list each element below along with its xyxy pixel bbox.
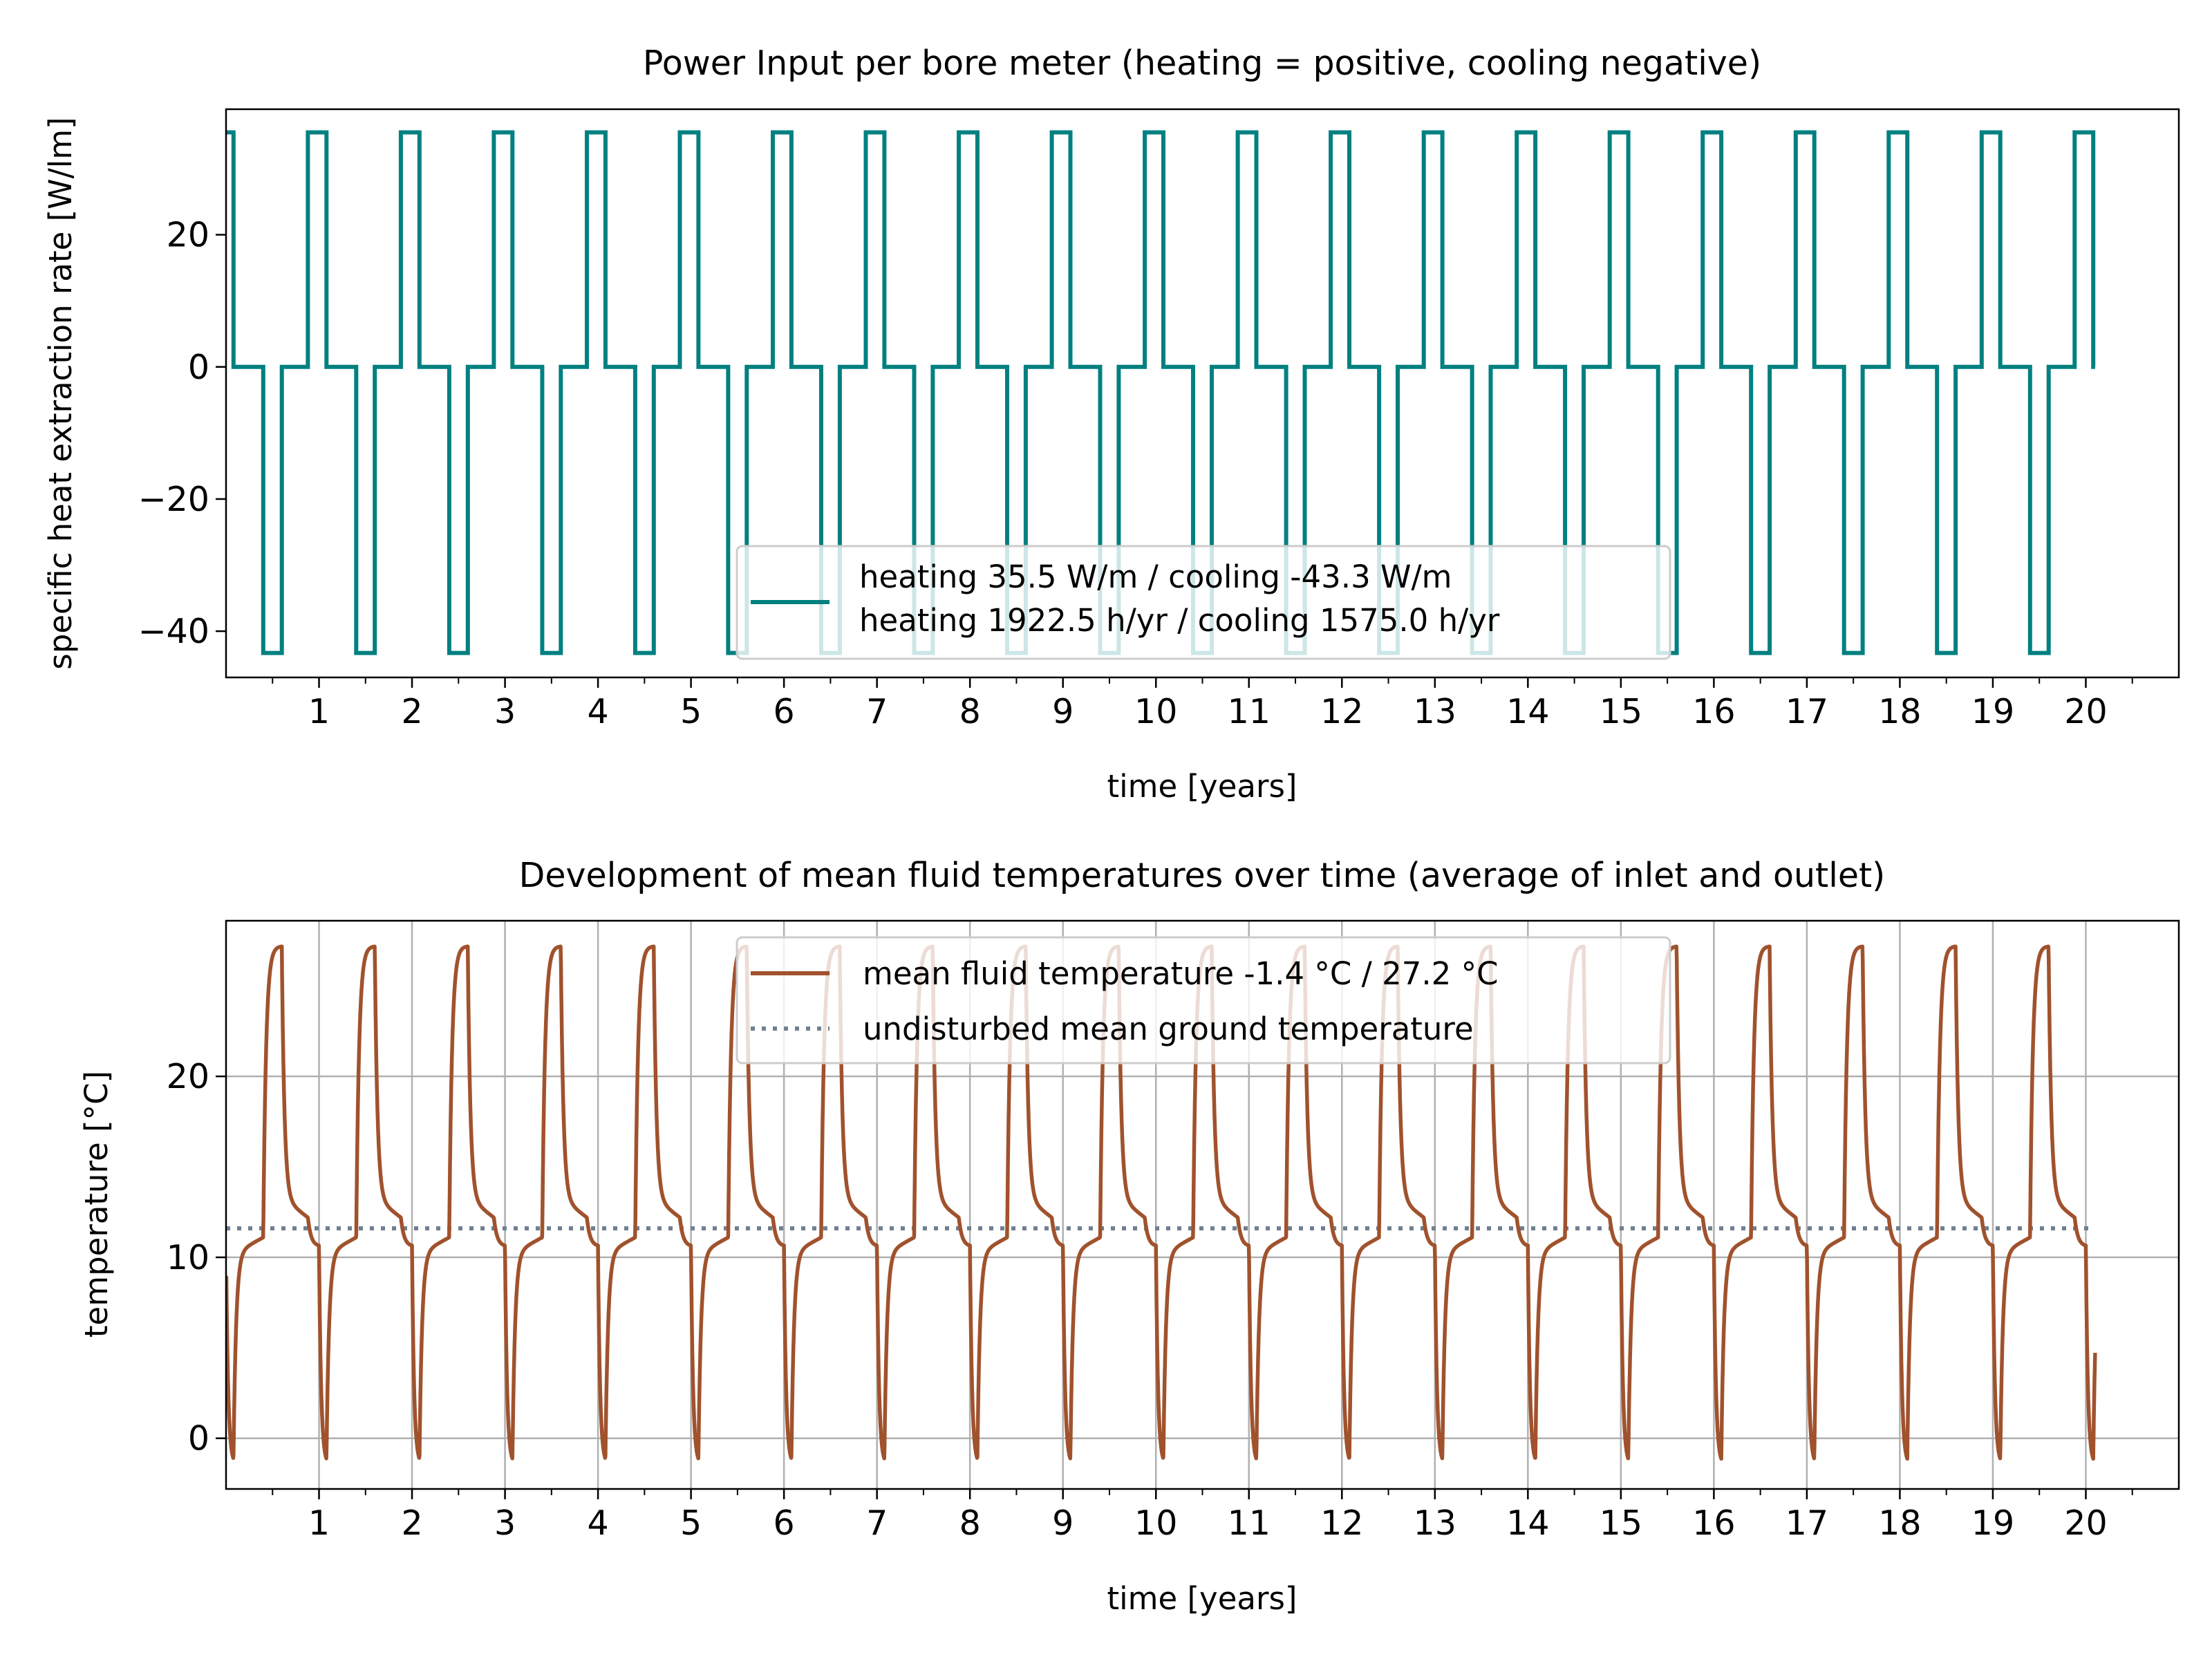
y-axis: 20 0 −20 −40 (138, 216, 226, 651)
x-tick-label: 15 (1600, 1503, 1642, 1543)
power-input-chart: Power Input per bore meter (heating = po… (42, 44, 2180, 805)
x-tick-label: 20 (2064, 692, 2107, 731)
legend-label-power-line1: heating 35.5 W/m / cooling -43.3 W/m (859, 559, 1452, 595)
legend-box (735, 545, 1671, 660)
y-tick-label: 20 (167, 216, 209, 255)
x-tick-label: 4 (588, 692, 609, 731)
y-tick-label: 0 (188, 348, 209, 387)
x-tick-label: 10 (1134, 692, 1177, 731)
x-tick-label: 19 (1971, 692, 2014, 731)
x-tick-label: 7 (866, 1503, 888, 1543)
x-tick-label: 8 (959, 692, 981, 731)
x-tick-label: 12 (1320, 692, 1363, 731)
x-tick-label: 2 (401, 1503, 422, 1543)
x-tick-label: 15 (1600, 692, 1642, 731)
x-tick-label: 16 (1692, 692, 1735, 731)
x-tick-label: 14 (1506, 1503, 1549, 1543)
legend-label-ground-temperature: undisturbed mean ground temperature (863, 1011, 1474, 1047)
chart-title: Power Input per bore meter (heating = po… (643, 44, 1761, 83)
x-tick-label: 6 (774, 1503, 795, 1543)
legend-label-fluid-temperature: mean fluid temperature -1.4 °C / 27.2 °C (863, 955, 1499, 992)
x-tick-label: 11 (1228, 692, 1271, 731)
x-tick-label: 18 (1878, 1503, 1921, 1543)
x-tick-label: 8 (959, 1503, 981, 1543)
x-tick-label: 13 (1414, 692, 1456, 731)
y-tick-label: 10 (167, 1238, 209, 1277)
x-tick-label: 16 (1692, 1503, 1735, 1543)
y-tick-label: 20 (167, 1057, 209, 1096)
legend-label-power-line2: heating 1922.5 h/yr / cooling 1575.0 h/y… (859, 602, 1500, 639)
x-tick-label: 9 (1052, 692, 1074, 731)
y-axis-label: specific heat extraction rate [W/lm] (42, 117, 79, 669)
x-tick-label: 9 (1052, 1503, 1074, 1543)
temperature-chart: Development of mean fluid temperatures o… (78, 856, 2180, 1617)
x-tick-label: 11 (1228, 1503, 1271, 1543)
x-tick-label: 19 (1971, 1503, 2014, 1543)
y-tick-label: −20 (138, 480, 209, 519)
chart-title: Development of mean fluid temperatures o… (519, 856, 1886, 895)
x-axis: 1 2 3 4 5 6 7 8 9 10 11 12 13 14 15 16 17 18 19 20 (272, 677, 2133, 731)
x-tick-label: 1 (308, 1503, 330, 1543)
legend: mean fluid temperature -1.4 °C / 27.2 °C… (735, 936, 1671, 1065)
x-tick-label: 5 (680, 1503, 702, 1543)
x-tick-label: 13 (1414, 1503, 1456, 1543)
power-series-line (226, 130, 2096, 655)
x-tick-label: 1 (308, 692, 330, 731)
x-tick-label: 3 (494, 692, 516, 731)
x-axis-label: time [years] (1107, 1580, 1297, 1617)
x-tick-label: 17 (1785, 692, 1828, 731)
y-tick-label: 0 (188, 1419, 209, 1459)
x-axis: 1 2 3 4 5 6 7 8 9 10 11 12 13 14 15 16 17 18 19 20 (272, 1489, 2133, 1543)
x-tick-label: 14 (1506, 692, 1549, 731)
y-axis-label: temperature [°C] (78, 1071, 115, 1338)
x-tick-label: 20 (2064, 1503, 2107, 1543)
x-tick-label: 10 (1134, 1503, 1177, 1543)
plot-area (226, 130, 2096, 655)
legend: heating 35.5 W/m / cooling -43.3 W/m hea… (735, 545, 1671, 660)
x-tick-label: 5 (680, 692, 702, 731)
legend-box (735, 936, 1671, 1065)
y-tick-label: −40 (138, 612, 209, 651)
y-axis: 20 10 0 (167, 1057, 226, 1459)
x-tick-label: 4 (588, 1503, 609, 1543)
x-tick-label: 7 (866, 692, 888, 731)
grid-lines (226, 921, 2179, 1489)
fluid-temperature-line (226, 944, 2097, 1461)
x-tick-label: 17 (1785, 1503, 1828, 1543)
x-tick-label: 6 (774, 692, 795, 731)
x-tick-label: 18 (1878, 692, 1921, 731)
plot-area (226, 944, 2097, 1461)
x-axis-label: time [years] (1107, 768, 1297, 805)
x-tick-label: 3 (494, 1503, 516, 1543)
x-tick-label: 12 (1320, 1503, 1363, 1543)
x-tick-label: 2 (401, 692, 422, 731)
